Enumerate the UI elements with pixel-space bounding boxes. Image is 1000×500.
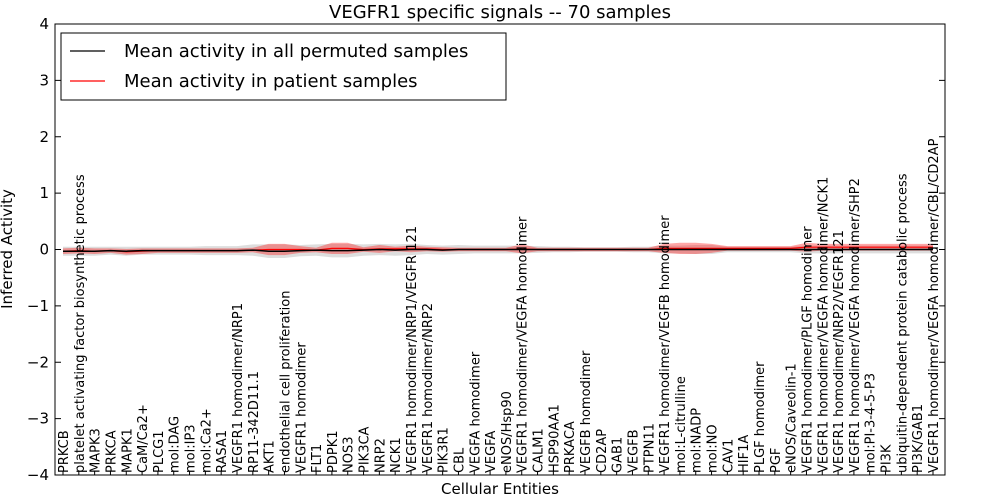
band-0: [63, 243, 933, 258]
x-tick-label: CaM/Ca2+: [136, 404, 151, 473]
x-tick-label: CALM1: [532, 428, 547, 473]
x-tick-label: eNOS/Hsp90: [500, 391, 515, 473]
x-tick-label: VEGFR1 homodimer/PLGF homodimer: [800, 226, 815, 473]
x-tick-label: NOS3: [342, 437, 357, 473]
x-tick-label: mol:PI-3-4-5-P3: [864, 373, 879, 473]
x-tick-label: PIK3CA: [358, 426, 373, 473]
x-tick-label: VEGFR1 homodimer/NRP1: [231, 303, 246, 473]
y-tick-label: 3: [39, 71, 49, 89]
x-tick-label: mol:NADP: [690, 408, 705, 473]
chart-title: VEGFR1 specific signals -- 70 samples: [329, 2, 671, 23]
x-tick-label: VEGFR1 homodimer/VEGFA homodimer/SHP2: [848, 178, 863, 473]
x-tick-label: VEGFA homodimer: [468, 351, 483, 473]
legend-label: Mean activity in all permuted samples: [124, 41, 468, 62]
legend: Mean activity in all permuted samples Mea…: [60, 32, 507, 101]
x-tick-label: PRKCA: [104, 430, 119, 473]
series-line-0: [63, 248, 933, 252]
x-axis-label: Cellular Entities: [441, 480, 559, 498]
x-tick-label: HIF1A: [737, 435, 752, 473]
x-tick-label: PIK3R1: [437, 427, 452, 473]
x-tick-label: VEGFR1 homodimer/NRP2/VEGFR121: [832, 230, 847, 473]
x-tick-label: PGF: [769, 448, 784, 473]
x-tick-label: platelet activating factor biosynthetic …: [73, 174, 88, 473]
x-tick-label: ubiquitin-dependent protein catabolic pr…: [895, 173, 910, 473]
x-tick-label: mol:NO: [706, 424, 721, 473]
y-tick-label: −1: [27, 297, 49, 315]
x-tick-label: FLT1: [310, 444, 325, 473]
legend-box: [60, 32, 507, 101]
y-tick-label: −4: [27, 466, 49, 484]
plot-frame: [54, 23, 946, 476]
y-tick-label: −3: [27, 410, 49, 428]
y-axis-ticks: −4 −3 −2 −1 0 1 2 3 4: [27, 15, 945, 484]
x-tick-label: VEGFR1 homodimer/VEGFA homodimer/NCK1: [816, 177, 831, 473]
x-tick-label: VEGFR1 homodimer/NRP1/VEGFR 121: [405, 226, 420, 473]
x-tick-label: VEGFR1 homodimer/VEGFA homodimer: [516, 216, 531, 473]
x-tick-label: mol:L-citrulline: [674, 376, 689, 473]
x-tick-label: PRKCB: [57, 430, 72, 473]
x-tick-label: HSP90AA1: [547, 404, 562, 473]
x-tick-label: RP11-342D11.1: [247, 371, 262, 473]
x-tick-label: VEGFB: [626, 429, 641, 473]
x-tick-label: AKT1: [263, 440, 278, 473]
x-tick-label: PI3K/GAB1: [911, 404, 926, 473]
y-tick-label: −2: [27, 353, 49, 371]
y-tick-label: 1: [39, 184, 49, 202]
x-tick-label: VEGFB homodimer: [579, 350, 594, 473]
x-tick-label: PTPN11: [642, 423, 657, 473]
series-lines: [62, 246, 933, 253]
x-tick-label: VEGFA: [484, 431, 499, 473]
x-tick-label: mol:Ca2+: [199, 408, 214, 473]
x-tick-label: PLGF homodimer: [753, 361, 768, 473]
x-tick-label: PLCG1: [152, 430, 167, 473]
x-axis-tick-labels: PRKCB platelet activating factor biosynth…: [57, 138, 942, 475]
y-tick-label: 0: [39, 241, 49, 259]
y-tick-label: 2: [39, 128, 49, 146]
x-tick-label: NRP2: [373, 438, 388, 473]
x-tick-label: endothelial cell proliferation: [278, 291, 293, 474]
x-tick-label: MAPK1: [120, 428, 135, 473]
y-tick-label: 4: [39, 15, 49, 33]
x-tick-label: CD2AP: [595, 429, 610, 473]
x-tick-label: PI3K: [880, 444, 895, 473]
x-tick-label: PDPK1: [326, 431, 341, 474]
x-tick-label: NCK1: [389, 437, 404, 473]
x-tick-label: GAB1: [611, 437, 626, 473]
x-tick-label: VEGFR1 homodimer/NRP2: [421, 303, 436, 473]
x-tick-label: eNOS/Caveolin-1: [785, 363, 800, 473]
x-tick-label: MAPK3: [89, 428, 104, 473]
x-tick-label: VEGFR1 homodimer/VEGFB homodimer: [658, 215, 673, 473]
x-tick-label: PRKACA: [563, 421, 578, 473]
x-tick-label: RASA1: [215, 430, 230, 473]
x-tick-label: VEGFR1 homodimer: [294, 342, 309, 473]
x-tick-label: CBL: [452, 447, 467, 473]
x-tick-label: mol:DAG: [168, 416, 183, 473]
x-tick-label: mol:IP3: [184, 424, 199, 473]
x-tick-label: CAV1: [721, 439, 736, 473]
x-tick-label: VEGFR1 homodimer/VEGFA homodimer/CBL/CD2…: [927, 138, 942, 473]
legend-label: Mean activity in patient samples: [124, 71, 418, 92]
y-axis-label: Inferred Activity: [0, 189, 16, 309]
